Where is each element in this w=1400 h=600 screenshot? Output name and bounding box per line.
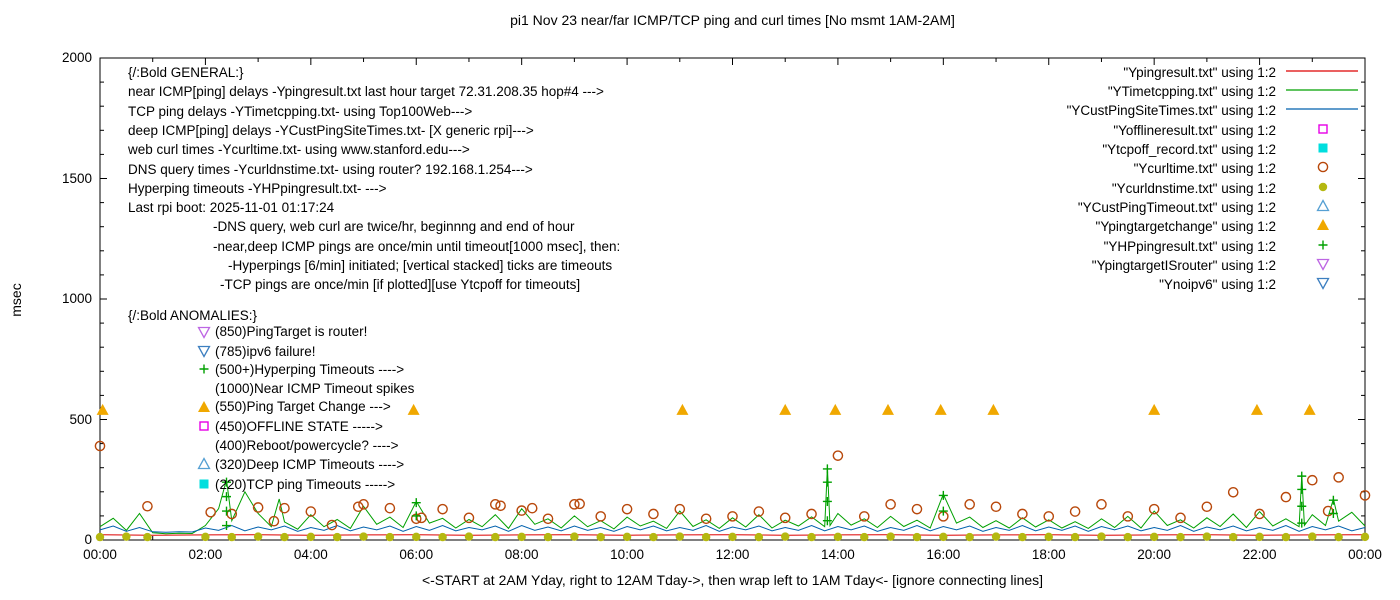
x-tick-label: 10:00: [610, 547, 644, 562]
legend-circle-filled-icon: [1284, 180, 1362, 197]
x-tick-label: 04:00: [293, 547, 328, 562]
general-note-line: deep ICMP[ping] delays -YCustPingSiteTim…: [128, 122, 534, 138]
legend-item: "YHPpingresult.txt" using 1:2: [960, 237, 1362, 256]
anomaly-note: (400)Reboot/powercycle? ---->: [196, 437, 398, 453]
triangle-filled-icon: [196, 399, 212, 415]
triangle-down-open-icon: [196, 343, 212, 359]
legend-label: "YCustPingTimeout.txt" using 1:2: [1077, 200, 1276, 216]
legend-triangle-down-open-icon: [1284, 257, 1362, 274]
legend-label: "Ynoipv6" using 1:2: [1159, 277, 1276, 293]
legend-item: "YpingtargetISrouter" using 1:2: [960, 256, 1362, 275]
legend-label: "YTimetcpping.txt" using 1:2: [1107, 84, 1276, 100]
legend-item: "Ycurldnstime.txt" using 1:2: [960, 179, 1362, 198]
x-tick-label: 18:00: [1031, 547, 1066, 562]
x-tick-label: 02:00: [188, 547, 223, 562]
marker-spacer: [196, 437, 212, 453]
triangle-open-icon: [196, 456, 212, 472]
x-tick-label: 00:00: [83, 547, 117, 562]
general-note-line: web curl times -Ycurltime.txt- using www…: [128, 142, 470, 158]
anomaly-note-text: (450)OFFLINE STATE ----->: [215, 418, 383, 434]
x-tick-label: 20:00: [1137, 547, 1172, 562]
chart-title: pi1 Nov 23 near/far ICMP/TCP ping and cu…: [510, 12, 955, 28]
legend-item: "YTimetcpping.txt" using 1:2: [960, 82, 1362, 101]
legend-square-open-icon: [1284, 122, 1362, 139]
legend-line-sample: [1284, 102, 1362, 119]
legend-item: "Ypingtargetchange" using 1:2: [960, 217, 1362, 236]
marker-spacer: [196, 380, 212, 396]
anomaly-note: (785)ipv6 failure!: [196, 343, 316, 359]
x-tick-label: 08:00: [504, 547, 539, 562]
anomaly-note-text: (500+)Hyperping Timeouts ---->: [215, 361, 405, 377]
anomaly-note: (1000)Near ICMP Timeout spikes: [196, 380, 414, 396]
legend: "Ypingresult.txt" using 1:2 "YTimetcpping…: [960, 63, 1362, 295]
legend-label: "Ycurldnstime.txt" using 1:2: [1111, 180, 1276, 196]
general-note-line: -near,deep ICMP pings are once/min until…: [213, 238, 621, 254]
general-note-line: TCP ping delays -YTimetcpping.txt- using…: [128, 103, 473, 119]
legend-label: "YHPpingresult.txt" using 1:2: [1103, 238, 1276, 254]
legend-circle-open-icon: [1284, 160, 1362, 177]
x-tick-label: 12:00: [715, 547, 750, 562]
legend-triangle-open-icon: [1284, 199, 1362, 216]
anomalies-header: {/:Bold ANOMALIES:}: [128, 308, 258, 324]
legend-label: "Yofflineresult.txt" using 1:2: [1113, 122, 1276, 138]
anomaly-note-text: (550)Ping Target Change --->: [215, 399, 391, 415]
legend-square-filled-icon: [1284, 141, 1362, 158]
legend-label: "Ycurltime.txt" using 1:2: [1133, 161, 1276, 177]
legend-label: "Ypingtargetchange" using 1:2: [1095, 219, 1276, 235]
legend-item: "Ycurltime.txt" using 1:2: [960, 159, 1362, 178]
legend-line-sample: [1284, 64, 1362, 81]
y-tick-label: 500: [69, 411, 92, 427]
anomaly-note-text: (785)ipv6 failure!: [215, 343, 316, 359]
legend-label: "YCustPingSiteTimes.txt" using 1:2: [1066, 103, 1276, 119]
legend-item: "Ynoipv6" using 1:2: [960, 275, 1362, 294]
x-tick-label: 16:00: [926, 547, 961, 562]
anomaly-note-text: (220)TCP ping Timeouts ----->: [215, 476, 396, 492]
anomaly-note: (220)TCP ping Timeouts ----->: [196, 476, 395, 492]
triangle-down-open-icon: [196, 324, 212, 340]
x-axis-label: <-START at 2AM Yday, right to 12AM Tday-…: [421, 572, 1044, 588]
legend-triangle-down-open-icon: [1284, 276, 1362, 293]
y-tick-label: 2000: [61, 50, 92, 65]
anomaly-note: (450)OFFLINE STATE ----->: [196, 418, 383, 434]
legend-item: "Yofflineresult.txt" using 1:2: [960, 121, 1362, 140]
anomaly-note-text: (320)Deep ICMP Timeouts ---->: [215, 456, 405, 472]
y-tick-label: 0: [84, 532, 92, 547]
square-open-icon: [196, 418, 212, 434]
anomaly-note-text: (1000)Near ICMP Timeout spikes: [215, 380, 415, 396]
legend-label: "Ytcpoff_record.txt" using 1:2: [1102, 142, 1276, 158]
anomaly-note-text: (850)PingTarget is router!: [215, 324, 368, 340]
legend-item: "YCustPingTimeout.txt" using 1:2: [960, 198, 1362, 217]
x-tick-label: 06:00: [399, 547, 434, 562]
anomaly-note-text: (400)Reboot/powercycle? ---->: [215, 437, 399, 453]
y-tick-label: 1500: [61, 170, 92, 186]
general-note-line: -TCP pings are once/min [if plotted][use…: [220, 277, 581, 293]
general-note-line: -Hyperpings [6/min] initiated; [vertical…: [228, 258, 613, 273]
general-note-line: near ICMP[ping] delays -Ypingresult.txt …: [128, 84, 604, 100]
legend-item: "Ypingresult.txt" using 1:2: [960, 63, 1362, 82]
general-note-line: {/:Bold GENERAL:}: [128, 65, 244, 80]
legend-line-sample: [1284, 83, 1362, 100]
legend-plus-icon: [1284, 238, 1362, 255]
general-note-line: DNS query times -Ycurldnstime.txt- using…: [128, 161, 533, 177]
legend-triangle-filled-icon: [1284, 218, 1362, 235]
anomaly-note: (550)Ping Target Change --->: [196, 399, 391, 415]
general-note-line: Hyperping timeouts -YHPpingresult.txt- -…: [128, 180, 387, 196]
legend-item: "YCustPingSiteTimes.txt" using 1:2: [960, 101, 1362, 120]
x-tick-label: 14:00: [821, 547, 855, 562]
x-tick-label: 22:00: [1242, 547, 1277, 562]
anomaly-note: (850)PingTarget is router!: [196, 324, 367, 340]
anomaly-note: (500+)Hyperping Timeouts ---->: [196, 361, 404, 377]
legend-label: "YpingtargetISrouter" using 1:2: [1091, 258, 1276, 274]
anomaly-note: (320)Deep ICMP Timeouts ---->: [196, 456, 404, 472]
square-filled-icon: [196, 476, 212, 492]
x-tick-label: 00:00: [1348, 547, 1382, 562]
legend-label: "Ypingresult.txt" using 1:2: [1123, 64, 1276, 80]
legend-item: "Ytcpoff_record.txt" using 1:2: [960, 140, 1362, 159]
plus-icon: [196, 361, 212, 377]
general-note-line: -DNS query, web curl are twice/hr, begin…: [213, 219, 575, 235]
y-tick-label: 1000: [61, 291, 92, 306]
general-note-line: Last rpi boot: 2025-11-01 01:17:24: [128, 200, 335, 216]
